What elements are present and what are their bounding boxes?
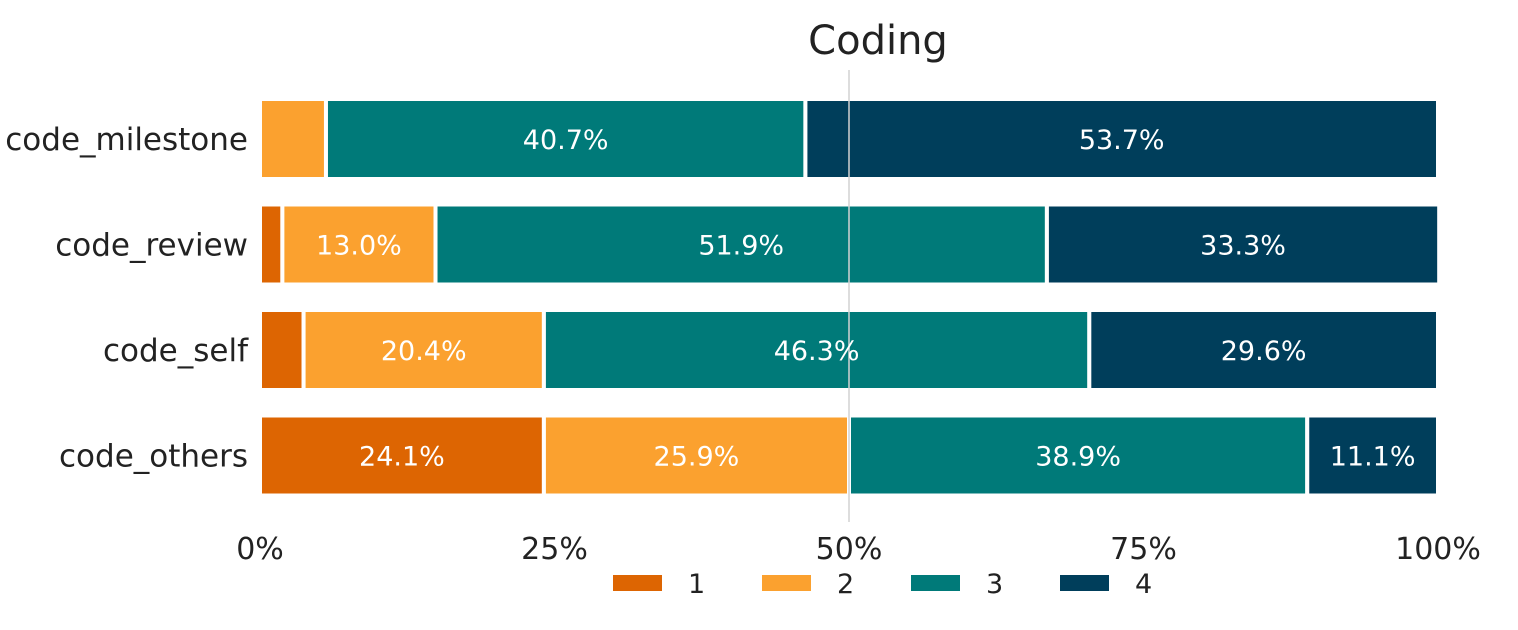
category-label: code_milestone xyxy=(5,122,248,158)
x-tick-label: 75% xyxy=(1110,532,1177,567)
category-label: code_others xyxy=(59,439,248,475)
x-tick-label: 0% xyxy=(236,532,284,567)
value-labels-layer: 40.7% 53.7% 13.0% 51.9% 33.3% 20.4% 46.3% 29.6%… xyxy=(316,125,1415,473)
x-tick-label: 50% xyxy=(816,532,883,567)
data-label: 25.9% xyxy=(654,442,740,473)
bar-segment xyxy=(1087,308,1440,392)
data-label: 20.4% xyxy=(381,336,467,367)
category-label: code_self xyxy=(103,333,249,369)
legend-swatch xyxy=(613,575,662,591)
bar-segment xyxy=(1044,202,1442,287)
bar-segment xyxy=(258,97,328,181)
bar-segment xyxy=(258,413,546,498)
data-label: 53.7% xyxy=(1079,125,1165,156)
legend-label: 1 xyxy=(688,569,705,600)
x-tick-label: 25% xyxy=(521,532,588,567)
data-label: 46.3% xyxy=(774,336,860,367)
legend-label: 3 xyxy=(986,569,1003,600)
x-axis-ticks: 0% 25% 50% 75% 100% xyxy=(236,532,1481,567)
legend: 1 2 3 4 xyxy=(613,569,1152,600)
data-label: 51.9% xyxy=(698,231,784,262)
bar-segment xyxy=(258,308,306,392)
data-label: 33.3% xyxy=(1200,231,1286,262)
category-label: code_review xyxy=(55,228,248,264)
data-label: 40.7% xyxy=(523,125,609,156)
legend-label: 4 xyxy=(1135,569,1152,600)
bar-segment xyxy=(301,308,546,392)
bar-segment xyxy=(541,413,851,498)
bar-segment xyxy=(323,97,808,181)
chart-title: Coding xyxy=(808,18,948,64)
bar-segment xyxy=(433,202,1049,287)
legend-swatch xyxy=(1060,575,1109,591)
category-labels-layer: code_milestone code_review code_self code_o… xyxy=(5,122,249,475)
bar-segment xyxy=(258,202,285,287)
legend-label: 2 xyxy=(837,569,854,600)
bar-segment xyxy=(1305,413,1440,498)
bar-segment xyxy=(280,202,438,287)
bars-layer xyxy=(258,97,1442,498)
bar-segment xyxy=(803,97,1440,181)
data-label: 13.0% xyxy=(316,231,402,262)
data-label: 29.6% xyxy=(1221,336,1307,367)
legend-swatch xyxy=(911,575,960,591)
data-label: 24.1% xyxy=(359,442,445,473)
data-label: 38.9% xyxy=(1035,442,1121,473)
bar-segment xyxy=(541,308,1092,392)
x-tick-label: 100% xyxy=(1395,532,1481,567)
data-label: 11.1% xyxy=(1330,442,1416,473)
legend-swatch xyxy=(762,575,811,591)
